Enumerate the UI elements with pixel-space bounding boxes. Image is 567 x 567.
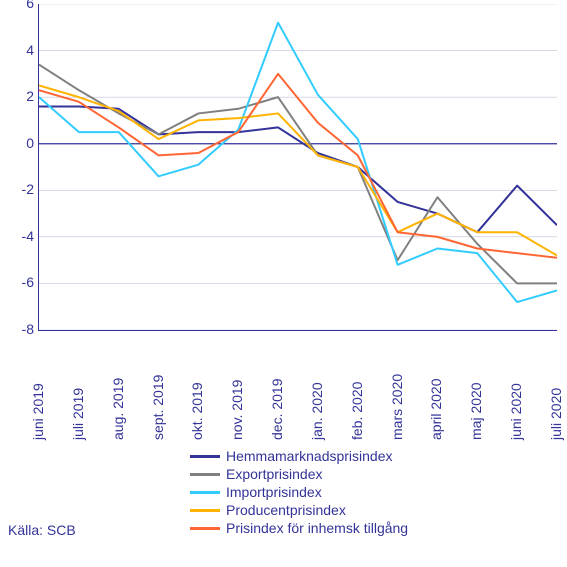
x-tick-label: juli 2020: [548, 340, 564, 440]
x-tick-label: nov. 2019: [229, 340, 245, 440]
y-tick-label: 4: [4, 42, 34, 58]
x-tick-label: jan. 2020: [309, 340, 325, 440]
legend-swatch: [190, 473, 220, 476]
legend-swatch: [190, 491, 220, 494]
x-tick-label: maj 2020: [468, 340, 484, 440]
y-tick-label: -2: [4, 181, 34, 197]
legend-label: Exportprisindex: [226, 466, 323, 482]
legend-item-import: Importprisindex: [190, 483, 408, 501]
plot-svg: [39, 4, 557, 330]
y-tick-label: 0: [4, 135, 34, 151]
line-chart: -8 -6 -4 -2 0 2 4 6 juni 2019 juli 2019 aug. 2019…: [0, 0, 567, 567]
legend-item-export: Exportprisindex: [190, 465, 408, 483]
legend-swatch: [190, 527, 220, 530]
x-tick-label: sept. 2019: [150, 340, 166, 440]
x-tick-label: feb. 2020: [349, 340, 365, 440]
plot-area: [38, 4, 557, 331]
legend-label: Producentprisindex: [226, 502, 346, 518]
y-tick-label: 2: [4, 88, 34, 104]
legend-item-inhemsk: Prisindex för inhemsk tillgång: [190, 519, 408, 537]
legend: Hemmamarknadsprisindex Exportprisindex Imp…: [190, 447, 408, 537]
legend-label: Prisindex för inhemsk tillgång: [226, 520, 408, 536]
legend-item-hemmamarknad: Hemmamarknadsprisindex: [190, 447, 408, 465]
x-tick-label: april 2020: [428, 340, 444, 440]
y-tick-label: -8: [4, 321, 34, 337]
y-tick-label: -6: [4, 274, 34, 290]
source-label: Källa: SCB: [8, 522, 76, 538]
legend-swatch: [190, 509, 220, 512]
x-tick-label: juni 2020: [508, 340, 524, 440]
legend-swatch: [190, 455, 220, 458]
legend-label: Importprisindex: [226, 484, 322, 500]
x-tick-label: mars 2020: [389, 340, 405, 440]
x-tick-label: juli 2019: [70, 340, 86, 440]
y-tick-label: 6: [4, 0, 34, 11]
x-tick-label: okt. 2019: [189, 340, 205, 440]
x-tick-label: dec. 2019: [269, 340, 285, 440]
x-tick-label: juni 2019: [30, 340, 46, 440]
legend-label: Hemmamarknadsprisindex: [226, 448, 393, 464]
legend-item-producent: Producentprisindex: [190, 501, 408, 519]
x-tick-label: aug. 2019: [110, 340, 126, 440]
series-import: [39, 23, 557, 302]
y-tick-label: -4: [4, 228, 34, 244]
